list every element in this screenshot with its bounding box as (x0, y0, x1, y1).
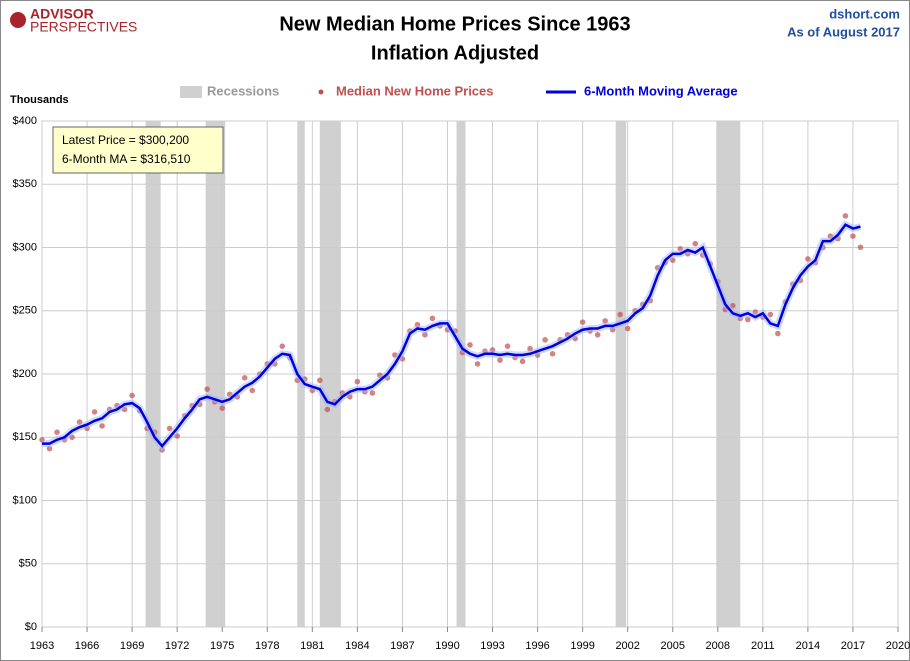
x-tick-label: 2008 (706, 640, 730, 652)
scatter-point (422, 331, 428, 338)
y-tick-label: $0 (25, 621, 37, 633)
chart-title: New Median Home Prices Since 1963 (279, 13, 630, 35)
x-tick-label: 1963 (30, 640, 54, 652)
scatter-point (542, 337, 548, 343)
scatter-point (549, 350, 556, 357)
y-tick-label: $300 (13, 241, 37, 253)
y-axis-label: Thousands (10, 94, 69, 106)
scatter-point (219, 405, 226, 411)
chart-subtitle: Inflation Adjusted (371, 42, 539, 64)
x-tick-label: 2017 (841, 640, 865, 652)
scatter-point (579, 319, 586, 325)
x-tick-label: 2002 (615, 640, 639, 652)
scatter-point (617, 311, 623, 318)
y-tick-label: $400 (13, 115, 37, 127)
scatter-point (324, 406, 331, 413)
scatter-point (354, 378, 361, 385)
x-tick-label: 2014 (796, 640, 820, 652)
y-tick-label: $150 (13, 431, 37, 443)
scatter-point (805, 256, 811, 262)
legend-swatch (318, 89, 324, 95)
scatter-point (166, 425, 173, 432)
scatter-point (279, 343, 286, 349)
scatter-point (129, 392, 135, 399)
x-tick-label: 1984 (345, 640, 369, 652)
scatter-point (429, 315, 436, 322)
x-tick-label: 1975 (210, 640, 234, 652)
x-tick-label: 1978 (255, 640, 279, 652)
scatter-point (474, 361, 481, 367)
scatter-point (504, 343, 511, 349)
legend-label: Recessions (207, 83, 279, 98)
legend-swatch (180, 86, 202, 98)
x-tick-label: 2005 (660, 640, 684, 652)
source: dshort.com (829, 6, 900, 21)
legend-label: Median New Home Prices (336, 83, 494, 98)
scatter-point (519, 358, 526, 365)
x-tick-label: 1987 (390, 640, 414, 652)
scatter-point (850, 233, 856, 239)
x-tick-label: 1993 (480, 640, 504, 652)
scatter-point (857, 244, 864, 251)
y-tick-label: $50 (19, 558, 37, 570)
y-tick-label: $250 (13, 305, 37, 317)
annotation-box (52, 126, 224, 174)
date-note: As of August 2017 (787, 24, 900, 39)
scatter-point (241, 374, 248, 381)
scatter-point (497, 357, 503, 363)
annotation: Latest Price = $300,200 (62, 133, 189, 147)
y-tick-label: $200 (13, 368, 37, 380)
logo-line2: PERSPECTIVES (30, 19, 137, 35)
scatter-point (467, 342, 473, 348)
x-tick-label: 1966 (75, 640, 99, 652)
annotation: 6-Month MA = $316,510 (62, 152, 191, 166)
scatter-point (745, 316, 751, 323)
logo-line1: ADVISOR (30, 6, 94, 22)
scatter-point (204, 386, 210, 392)
scatter-point (369, 390, 376, 396)
y-tick-label: $350 (13, 178, 37, 190)
scatter-point (624, 325, 631, 332)
scatter-point (594, 331, 601, 338)
x-tick-label: 1969 (120, 640, 144, 652)
x-tick-label: 1996 (525, 640, 549, 652)
scatter-point (54, 429, 60, 435)
legend-label: 6-Month Moving Average (584, 83, 738, 98)
scatter-point (46, 445, 53, 452)
x-tick-label: 1999 (570, 640, 594, 652)
scatter-point (317, 377, 323, 384)
scatter-point (249, 387, 256, 394)
x-tick-label: 2020 (886, 640, 910, 652)
x-tick-label: 1990 (435, 640, 459, 652)
line (42, 223, 861, 449)
scatter-point (692, 240, 699, 247)
x-tick-label: 1972 (165, 640, 189, 652)
scatter-point (602, 318, 608, 324)
logo-icon (10, 12, 26, 28)
y-tick-label: $100 (13, 494, 37, 506)
x-tick-label: 2011 (751, 640, 775, 652)
scatter-point (775, 330, 781, 337)
x-tick-label: 1981 (300, 640, 324, 652)
scatter-point (99, 423, 105, 429)
scatter-point (91, 409, 98, 415)
scatter-point (842, 213, 849, 219)
